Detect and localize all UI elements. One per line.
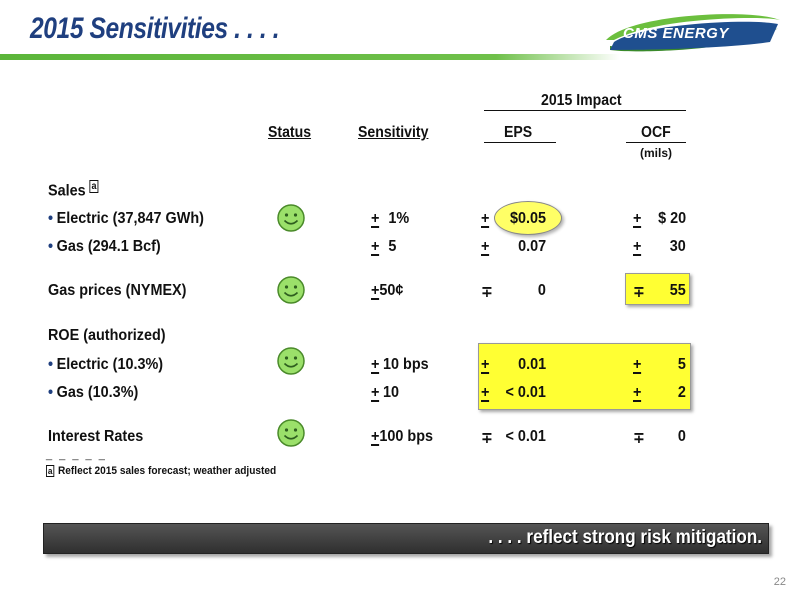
row-interest-eps: < 0.01 <box>505 428 546 445</box>
sales-heading: Sales a <box>48 180 99 200</box>
smiley-face-icon <box>277 204 305 232</box>
row-gas-prices-eps-sign: ∓ <box>481 284 494 301</box>
conclusion-banner <box>43 523 769 554</box>
smiley-face-icon <box>277 347 305 375</box>
smiley-face-icon <box>277 419 305 447</box>
row-gas-prices-sensitivity: +50¢ <box>371 282 404 300</box>
row-interest-eps-sign: ∓ <box>481 430 494 447</box>
row-gas-ocf-sign: + <box>633 238 642 256</box>
header-ocf-unit: (mils) <box>640 146 673 160</box>
eps-highlight-oval <box>494 201 562 235</box>
row-gas-ocf: 30 <box>669 238 686 255</box>
row-interest-sensitivity: +100 bps <box>371 428 434 446</box>
roe-heading: ROE (authorized) <box>48 327 166 344</box>
cms-energy-logo <box>606 14 780 52</box>
row-roe-gas-ocf: 2 <box>677 384 686 401</box>
footnote: a Reflect 2015 sales forecast; weather ad… <box>46 465 277 477</box>
row-gas-prices-ocf-sign: ∓ <box>633 284 646 301</box>
row-electric-eps: $0.05 <box>509 210 546 227</box>
header-ocf: OCF <box>641 124 671 141</box>
header-sensitivity: Sensitivity <box>358 124 429 141</box>
conclusion-banner-text: . . . . reflect strong risk mitigation. <box>488 527 762 548</box>
smiley-face-icon <box>277 276 305 304</box>
header-status: Status <box>268 124 312 141</box>
row-roe-electric-ocf: 5 <box>677 356 686 373</box>
footnote-marker: a <box>89 180 99 193</box>
footnote-marker: a <box>46 465 55 477</box>
slide-title: 2015 Sensitivities . . . . <box>30 12 280 45</box>
row-roe-electric-sensitivity: +10 bps <box>371 356 429 374</box>
row-roe-gas-eps: < 0.01 <box>505 384 546 401</box>
row-electric-ocf: $ 20 <box>657 210 686 227</box>
row-gas-sensitivity: +5 <box>371 238 397 256</box>
roe-highlight-box <box>478 343 691 410</box>
row-roe-electric-label: • Electric (10.3%) <box>48 356 164 373</box>
header-group-rule <box>484 110 686 111</box>
row-roe-gas-sensitivity: +10 <box>371 384 400 402</box>
row-interest-ocf: 0 <box>677 428 686 445</box>
header-eps-rule <box>484 142 556 143</box>
row-gas-eps: 0.07 <box>517 238 546 255</box>
row-interest-label: Interest Rates <box>48 428 144 445</box>
row-electric-ocf-sign: + <box>633 210 642 228</box>
row-gas-prices-label: Gas prices (NYMEX) <box>48 282 187 299</box>
title-underline <box>0 54 620 60</box>
row-roe-electric-eps: 0.01 <box>517 356 546 373</box>
row-gas-prices-ocf: 55 <box>669 282 686 299</box>
header-eps: EPS <box>504 124 533 141</box>
row-roe-electric-ocf-sign: + <box>633 356 642 374</box>
row-electric-label: • Electric (37,847 GWh) <box>48 210 204 227</box>
row-interest-ocf-sign: ∓ <box>633 430 646 447</box>
row-electric-eps-sign: + <box>481 210 490 228</box>
footnote-separator: _ _ _ _ _ <box>46 449 107 461</box>
header-ocf-rule <box>626 142 686 143</box>
logo-text: CMS ENERGY <box>623 25 729 42</box>
row-roe-gas-label: • Gas (10.3%) <box>48 384 139 401</box>
header-2015-impact: 2015 Impact <box>541 92 622 109</box>
page-number: 22 <box>773 576 786 588</box>
row-roe-electric-eps-sign: + <box>481 356 490 374</box>
ocf-highlight-box <box>625 273 690 305</box>
row-roe-gas-eps-sign: + <box>481 384 490 402</box>
row-gas-prices-eps: 0 <box>537 282 546 299</box>
row-gas-label: • Gas (294.1 Bcf) <box>48 238 161 255</box>
row-gas-eps-sign: + <box>481 238 490 256</box>
row-roe-gas-ocf-sign: + <box>633 384 642 402</box>
row-electric-sensitivity: +1% <box>371 210 410 228</box>
